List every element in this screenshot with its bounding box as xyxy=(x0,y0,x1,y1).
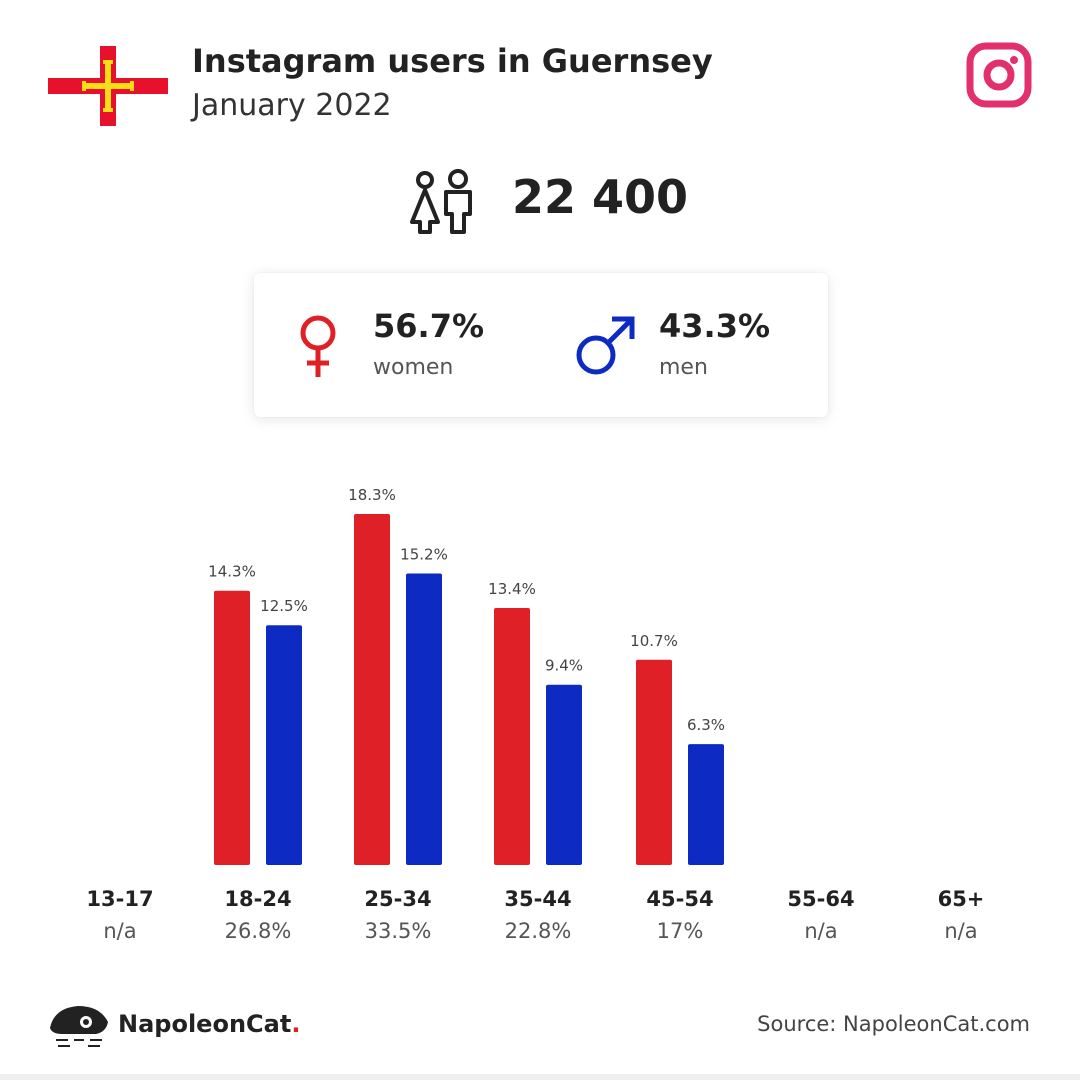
category-label: 18-24 xyxy=(224,887,291,911)
bar-value-label: 15.2% xyxy=(400,545,448,563)
bar-35-44-series-1 xyxy=(494,607,530,865)
category-label: 65+ xyxy=(938,887,985,911)
category-label: 35-44 xyxy=(504,887,571,911)
category-total-label: 26.8% xyxy=(225,919,292,943)
men-percent: 43.3% xyxy=(659,307,771,345)
category-total-label: n/a xyxy=(103,919,136,943)
women-percent: 56.7% xyxy=(373,307,485,345)
category-label: 13-17 xyxy=(86,887,153,911)
men-label: men xyxy=(659,355,708,380)
gender-card: 56.7% women 43.3% men xyxy=(254,273,828,417)
page-subtitle: January 2022 xyxy=(192,88,392,123)
category-total-label: 22.8% xyxy=(505,919,572,943)
bar-35-44-series-2 xyxy=(546,684,582,865)
instagram-icon xyxy=(966,42,1032,108)
people-icon xyxy=(410,169,472,234)
bar-value-label: 12.5% xyxy=(260,597,308,615)
bar-18-24-series-1 xyxy=(214,590,250,865)
bar-value-label: 6.3% xyxy=(687,716,725,734)
bar-value-label: 14.3% xyxy=(208,563,256,581)
category-label: 25-34 xyxy=(364,887,431,911)
source-text: Source: NapoleonCat.com xyxy=(757,1012,1030,1036)
women-label: women xyxy=(373,355,454,380)
bar-45-54-series-2 xyxy=(688,744,724,865)
category-label: 45-54 xyxy=(646,887,713,911)
bar-25-34-series-1 xyxy=(354,514,390,865)
category-total-label: n/a xyxy=(804,919,837,943)
bar-45-54-series-1 xyxy=(636,659,672,865)
napoleoncat-logo-icon xyxy=(50,1006,108,1047)
brand-dot: . xyxy=(291,1010,301,1038)
bar-value-label: 18.3% xyxy=(348,486,396,504)
bar-value-label: 9.4% xyxy=(545,657,583,675)
female-icon xyxy=(300,315,336,377)
category-total-label: n/a xyxy=(944,919,977,943)
brand-text: NapoleonCat xyxy=(118,1010,292,1038)
total-users: 22 400 xyxy=(512,170,689,224)
bar-25-34-series-2 xyxy=(406,573,442,865)
bar-18-24-series-2 xyxy=(266,625,302,865)
bar-value-label: 10.7% xyxy=(630,632,678,650)
brand-name: NapoleonCat. xyxy=(118,1010,300,1038)
bottom-strip xyxy=(0,1074,1080,1080)
category-label: 55-64 xyxy=(787,887,854,911)
bar-value-label: 13.4% xyxy=(488,580,536,598)
category-total-label: 33.5% xyxy=(365,919,432,943)
category-total-label: 17% xyxy=(657,919,704,943)
male-icon xyxy=(576,316,635,375)
page-title: Instagram users in Guernsey xyxy=(192,42,713,80)
guernsey-flag-icon xyxy=(48,46,168,126)
